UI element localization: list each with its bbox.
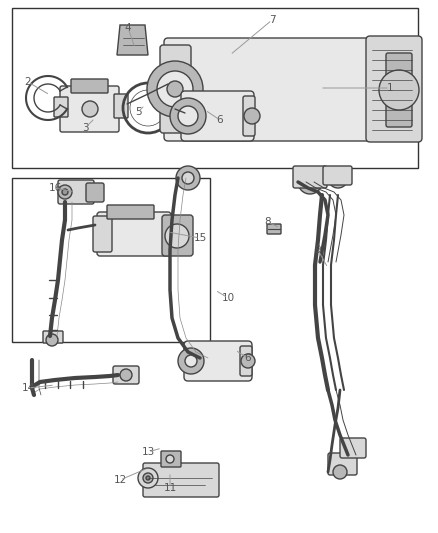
- FancyBboxPatch shape: [107, 205, 154, 219]
- Text: 2: 2: [25, 77, 31, 87]
- FancyBboxPatch shape: [323, 166, 352, 185]
- Text: 16: 16: [48, 183, 62, 193]
- FancyBboxPatch shape: [60, 86, 119, 132]
- Circle shape: [58, 185, 72, 199]
- FancyBboxPatch shape: [243, 96, 255, 136]
- FancyBboxPatch shape: [71, 79, 108, 93]
- FancyBboxPatch shape: [164, 38, 402, 141]
- FancyBboxPatch shape: [58, 180, 94, 204]
- FancyBboxPatch shape: [86, 183, 104, 202]
- Text: 15: 15: [193, 233, 207, 243]
- FancyBboxPatch shape: [240, 346, 252, 376]
- Circle shape: [244, 108, 260, 124]
- Circle shape: [333, 465, 347, 479]
- Bar: [12, 178, 210, 342]
- Polygon shape: [117, 25, 148, 55]
- FancyBboxPatch shape: [366, 36, 422, 142]
- FancyBboxPatch shape: [143, 463, 219, 497]
- Circle shape: [120, 369, 132, 381]
- Circle shape: [165, 224, 189, 248]
- Circle shape: [182, 172, 194, 184]
- FancyBboxPatch shape: [43, 331, 63, 343]
- Circle shape: [379, 70, 419, 110]
- FancyBboxPatch shape: [386, 53, 412, 127]
- Circle shape: [176, 166, 200, 190]
- Circle shape: [46, 334, 58, 346]
- FancyBboxPatch shape: [181, 91, 254, 141]
- Text: 6: 6: [245, 353, 251, 363]
- Circle shape: [167, 81, 183, 97]
- Text: 14: 14: [21, 383, 35, 393]
- Circle shape: [328, 168, 348, 188]
- Text: 4: 4: [125, 23, 131, 33]
- Text: 11: 11: [163, 483, 177, 493]
- Circle shape: [138, 468, 158, 488]
- Circle shape: [147, 61, 203, 117]
- FancyBboxPatch shape: [54, 97, 68, 117]
- FancyBboxPatch shape: [328, 453, 357, 475]
- Circle shape: [62, 189, 68, 195]
- Circle shape: [178, 106, 198, 126]
- FancyBboxPatch shape: [267, 224, 281, 234]
- Text: 8: 8: [265, 217, 271, 227]
- Circle shape: [241, 354, 255, 368]
- FancyBboxPatch shape: [340, 438, 366, 458]
- Text: 13: 13: [141, 447, 155, 457]
- Bar: [12, 8, 418, 168]
- Circle shape: [170, 98, 206, 134]
- FancyBboxPatch shape: [97, 212, 171, 256]
- FancyBboxPatch shape: [162, 215, 193, 256]
- Circle shape: [178, 348, 204, 374]
- Text: 1: 1: [387, 83, 393, 93]
- Text: 9: 9: [314, 245, 321, 255]
- Circle shape: [305, 177, 315, 187]
- FancyBboxPatch shape: [160, 45, 191, 133]
- Circle shape: [82, 101, 98, 117]
- Text: 5: 5: [135, 107, 141, 117]
- Text: 6: 6: [217, 115, 223, 125]
- Circle shape: [143, 473, 153, 483]
- Circle shape: [157, 71, 193, 107]
- Circle shape: [146, 476, 150, 480]
- Text: 7: 7: [268, 15, 276, 25]
- FancyBboxPatch shape: [161, 451, 181, 467]
- FancyBboxPatch shape: [113, 366, 139, 384]
- FancyBboxPatch shape: [293, 166, 327, 188]
- Text: 10: 10: [222, 293, 235, 303]
- Circle shape: [185, 355, 197, 367]
- Circle shape: [166, 455, 174, 463]
- FancyBboxPatch shape: [114, 94, 128, 118]
- Text: 3: 3: [82, 123, 88, 133]
- Text: 12: 12: [113, 475, 127, 485]
- FancyBboxPatch shape: [184, 341, 252, 381]
- Circle shape: [298, 170, 322, 194]
- FancyBboxPatch shape: [93, 216, 112, 252]
